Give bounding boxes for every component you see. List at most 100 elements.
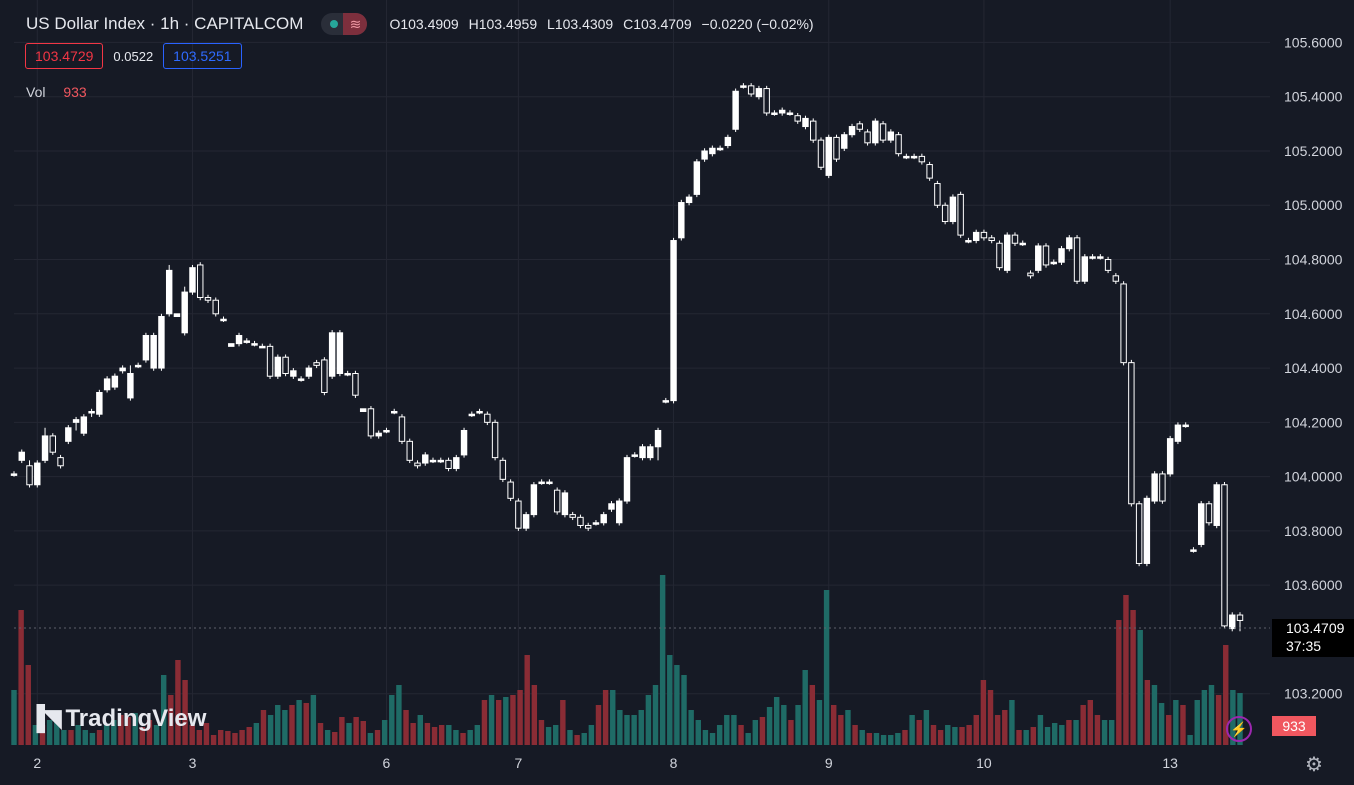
candle-body [1081, 256, 1089, 282]
candle-body [1042, 245, 1050, 266]
candle-body [251, 343, 258, 346]
volume-bar [1144, 680, 1151, 745]
candle-body [662, 400, 670, 403]
candle-body [701, 150, 708, 160]
tradingview-logo[interactable]: ▐◥ TradingView [28, 704, 206, 733]
volume-bar [581, 733, 587, 745]
settings-gear-icon[interactable]: ⚙ [1305, 754, 1323, 776]
candle-body [173, 313, 181, 318]
volume-bar [987, 690, 994, 745]
volume-bar [838, 715, 844, 745]
candle-body [406, 440, 413, 461]
volume-bar [61, 730, 67, 745]
lightning-icon[interactable]: ⚡ [1226, 716, 1252, 742]
price-axis[interactable]: 105.6000 105.4000 105.2000 105.0000 104.8000… [1284, 34, 1343, 701]
time-axis[interactable]: 2 3 6 7 8 9 10 13 [33, 755, 1178, 771]
volume-bar [788, 720, 794, 745]
volume-bar [1130, 610, 1136, 745]
volume-bar [168, 695, 174, 745]
volume-bar [752, 720, 759, 745]
volume-bar [923, 710, 930, 745]
volume-bar [880, 735, 887, 745]
logo-text: TradingView [65, 704, 207, 732]
symbol-title[interactable]: US Dollar Index · 1h · CAPITALCOM [26, 14, 304, 33]
volume-bar [909, 715, 915, 745]
candle-body [1035, 245, 1042, 271]
volume-bar [980, 680, 987, 745]
candle-body [344, 373, 351, 376]
candle-body [72, 419, 80, 423]
volume-bar [1066, 720, 1072, 745]
volume-bar [845, 710, 851, 745]
volume-bar [182, 680, 188, 745]
candle-body [825, 136, 832, 176]
low-value: L103.4309 [547, 16, 614, 32]
candle-body [228, 343, 235, 347]
volume-bar [510, 695, 516, 745]
candle-body [872, 120, 879, 144]
volume-bar [1151, 685, 1158, 745]
volume-bar [438, 725, 445, 745]
close-value: C103.4709 [623, 16, 692, 32]
volume-bar [1166, 715, 1172, 745]
volume-bar [46, 720, 53, 745]
volume-bar [360, 721, 366, 745]
volume-bar [831, 705, 837, 745]
volume-bar [852, 725, 858, 745]
candle-body [918, 155, 926, 163]
volume-bar [902, 730, 908, 745]
volume-bar [1051, 723, 1058, 745]
volume-legend[interactable]: Vol 933 [26, 84, 87, 100]
candle-body [127, 373, 134, 399]
volume-bar [1101, 720, 1108, 745]
y-tick-label: 103.2000 [1284, 686, 1343, 702]
volume-bar [959, 727, 965, 745]
volume-bar [702, 730, 709, 745]
volume-bar [196, 730, 203, 745]
candle-body [437, 459, 444, 463]
volume-bar [103, 725, 110, 745]
candle-body [631, 454, 638, 457]
candle-body [290, 370, 297, 377]
volume-bar [146, 720, 153, 745]
candle-body [584, 524, 592, 529]
volume-bar [260, 710, 267, 745]
volume-bar [153, 725, 160, 745]
candle-body [80, 416, 88, 434]
candle-body [1197, 503, 1205, 545]
volume-bar [1023, 730, 1029, 745]
volume-bar [410, 723, 416, 745]
volume-bar [781, 705, 787, 745]
candle-body [429, 459, 437, 463]
candle-body [941, 204, 949, 223]
candle-body [864, 131, 871, 144]
volume-bar [738, 725, 744, 745]
candle-body [1050, 261, 1057, 265]
volume-bar [346, 723, 352, 745]
candle-body [359, 408, 367, 412]
sell-button[interactable]: 103.4729 [25, 43, 104, 69]
candle-body [297, 378, 305, 381]
y-tick-label: 105.4000 [1284, 89, 1343, 105]
volume-bar [332, 732, 338, 745]
ohlc-values: O103.4909 H103.4959 L103.4309 C103.4709 … [389, 16, 819, 32]
volume-bar [766, 707, 773, 745]
x-tick-label: 10 [976, 755, 992, 771]
volume-bar [1037, 715, 1044, 745]
market-status-toggle[interactable]: ≋ [321, 13, 368, 35]
volume-bar [82, 730, 88, 745]
candle-body [934, 183, 941, 206]
candle-body [220, 318, 227, 322]
volume-bar [1223, 645, 1229, 745]
last-price-value: 103.4709 [1286, 620, 1345, 636]
candle-body [189, 267, 196, 293]
volume-bar [275, 705, 281, 745]
candle-body [592, 522, 600, 525]
volume-bar [1002, 710, 1008, 745]
volume-bar [239, 730, 245, 745]
candle-body [522, 514, 530, 529]
candle-body [1213, 484, 1220, 526]
buy-button[interactable]: 103.5251 [163, 43, 242, 69]
spread-value: 0.0522 [113, 48, 154, 64]
